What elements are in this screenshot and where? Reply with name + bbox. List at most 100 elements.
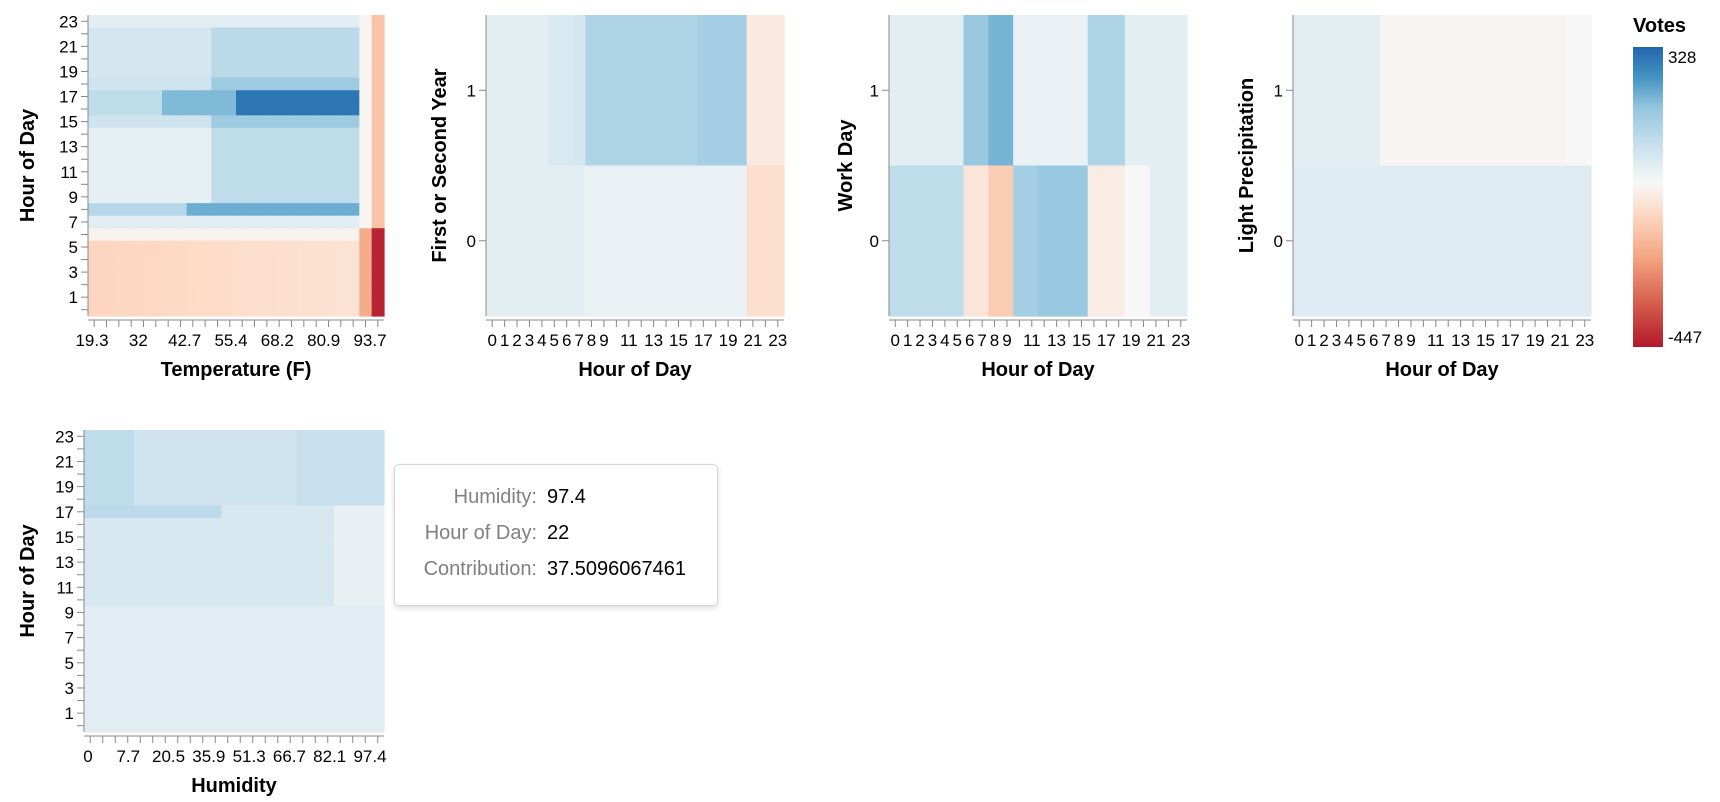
- heatmap-cell: [112, 90, 126, 104]
- heatmap-cell: [186, 15, 200, 29]
- heatmap-cell: [137, 240, 151, 254]
- heatmap-cell: [125, 152, 138, 167]
- heatmap-cell: [963, 165, 977, 317]
- x-tick-label: 23: [1171, 331, 1190, 350]
- heatmap-cell: [284, 706, 298, 721]
- heatmap-cell: [112, 127, 126, 142]
- heatmap-cell: [96, 593, 110, 607]
- heatmap-cell: [285, 127, 299, 142]
- heatmap-cell: [297, 165, 311, 179]
- heatmap-cell: [109, 543, 123, 557]
- heatmap-cell: [186, 278, 200, 292]
- heatmap-cell: [246, 467, 260, 481]
- heatmap-cell: [112, 102, 126, 116]
- heatmap-cell: [186, 40, 200, 54]
- heatmap-cell: [84, 643, 98, 658]
- heatmap-cell: [184, 631, 198, 645]
- heatmap-cell: [121, 543, 135, 557]
- y-tick-label: 5: [69, 238, 78, 257]
- heatmap-cell: [146, 455, 160, 469]
- heatmap-cell: [109, 518, 123, 532]
- heatmap-cell: [184, 518, 198, 532]
- heatmap-cell: [125, 228, 138, 242]
- heatmap-cell: [321, 530, 335, 544]
- heatmap-cell: [310, 115, 323, 129]
- heatmap-cell: [334, 555, 348, 570]
- y-tick-label: 3: [65, 679, 74, 698]
- heatmap-cell: [371, 581, 385, 595]
- heatmap-cell: [162, 290, 175, 305]
- heatmap-cell: [523, 15, 537, 167]
- heatmap-cell: [125, 77, 138, 91]
- heatmap-cell: [134, 719, 148, 733]
- heatmap-cell: [109, 568, 123, 582]
- heatmap-cell: [209, 656, 223, 670]
- heatmap-cell: [211, 90, 225, 104]
- heatmap-cell: [174, 115, 188, 129]
- heatmap-cell: [346, 543, 360, 557]
- x-tick-label: 8: [1394, 331, 1403, 350]
- x-tick-label: 2: [1319, 331, 1328, 350]
- heatmap-cell: [223, 127, 237, 142]
- x-axis-title: Hour of Day: [981, 359, 1095, 381]
- heatmap-cell: [1342, 15, 1356, 167]
- heatmap-cell: [162, 215, 175, 229]
- heatmap-cell: [321, 643, 335, 658]
- heatmap-cell: [221, 530, 235, 544]
- heatmap-cell: [137, 290, 151, 305]
- heatmap-cell: [234, 467, 248, 481]
- heatmap-cell: [285, 215, 299, 229]
- x-tick-label: 9: [599, 331, 608, 350]
- heatmap-cell: [309, 681, 323, 695]
- heatmap-cell: [109, 694, 123, 708]
- heatmap-cell: [84, 706, 98, 721]
- heatmap-cell: [296, 656, 310, 670]
- heatmap-cell: [125, 215, 138, 229]
- heatmap-cell: [347, 303, 360, 317]
- heatmap-cell: [171, 543, 185, 557]
- heatmap-cell: [184, 681, 198, 695]
- heatmap-cell: [1466, 15, 1480, 167]
- heatmap-cell: [371, 593, 385, 607]
- heatmap-cell: [322, 152, 336, 167]
- heatmap-cell: [146, 606, 160, 620]
- heatmap-cell: [371, 467, 385, 481]
- heatmap-cell: [159, 518, 173, 532]
- heatmap-cell: [221, 631, 235, 645]
- heatmap-cell: [259, 467, 273, 481]
- heatmap-cell: [100, 265, 114, 279]
- heatmap-cell: [100, 290, 114, 305]
- heatmap-cell: [199, 77, 212, 91]
- heatmap-cell: [125, 265, 138, 279]
- heatmap-cell: [236, 140, 249, 154]
- heatmap-cell: [236, 127, 249, 142]
- heatmap-cell: [121, 555, 135, 570]
- y-tick-label: 9: [65, 603, 74, 622]
- x-tick-label: 80.9: [307, 331, 340, 350]
- x-axis-title: Temperature (F): [161, 359, 312, 381]
- heatmap-cell: [248, 127, 262, 142]
- x-axis-title: Hour of Day: [1385, 359, 1499, 381]
- heatmap-cell: [1491, 165, 1505, 317]
- heatmap-cell: [1466, 165, 1480, 317]
- heatmap-cell: [221, 505, 235, 519]
- tooltip-key: Hour of Day:: [424, 522, 537, 544]
- heatmap-cell: [371, 127, 385, 142]
- heatmap-cell: [697, 165, 711, 317]
- heatmap-cell: [1330, 15, 1344, 167]
- heatmap-cell: [1075, 15, 1089, 167]
- heatmap-cell: [246, 618, 260, 632]
- heatmap-cell: [171, 530, 185, 544]
- heatmap-cell: [310, 240, 323, 254]
- heatmap-cell: [346, 480, 360, 494]
- heatmap-cell: [260, 77, 274, 91]
- heatmap-cell: [174, 278, 188, 292]
- heatmap-cell: [96, 568, 110, 582]
- x-tick-label: 2: [512, 331, 521, 350]
- heatmap-cell: [112, 152, 126, 167]
- heatmap-cell: [285, 15, 299, 29]
- heatmap-cell: [125, 165, 138, 179]
- heatmap-cell: [309, 706, 323, 721]
- heatmap-cell: [309, 518, 323, 532]
